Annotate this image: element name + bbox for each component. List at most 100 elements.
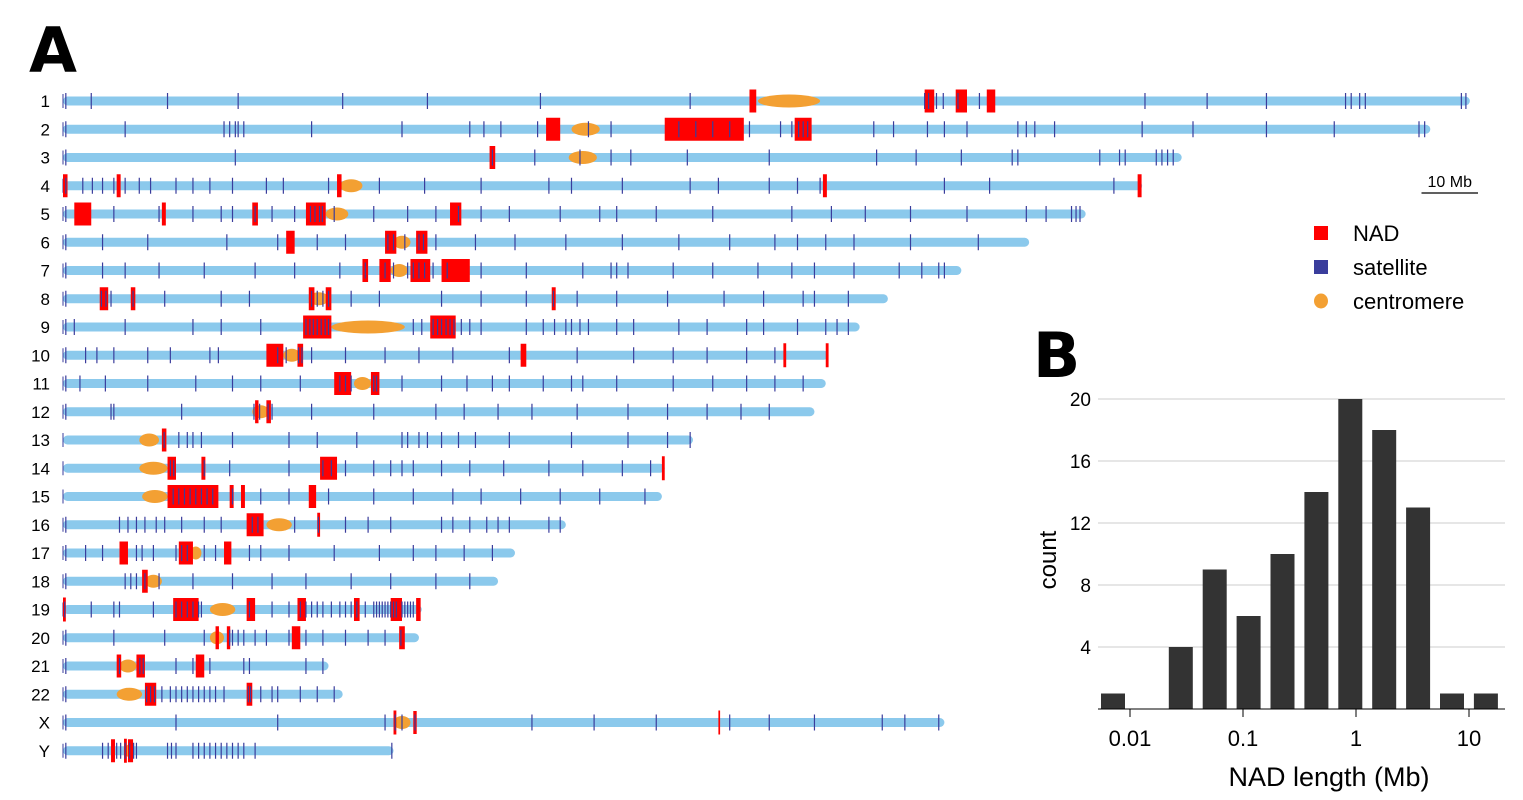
legend-label-centromere: centromere (1353, 289, 1464, 314)
nad-block (286, 230, 295, 254)
y-tick-label: 4 (1080, 638, 1091, 659)
chromosome-row-12: 12 (31, 400, 815, 424)
nad-block (246, 513, 264, 537)
chromosome-body (63, 605, 422, 614)
nad-block (441, 259, 470, 282)
chromosome-body (63, 746, 394, 756)
nad-block (783, 343, 787, 368)
centromere (568, 151, 597, 164)
chromosome-label: 10 (31, 346, 50, 365)
x-tick-label: 0.1 (1228, 726, 1259, 751)
legend-item-centromere: centromere (1314, 289, 1464, 314)
nad-block (749, 89, 757, 113)
centromere (139, 433, 160, 447)
chromosome-row-5: 5 (41, 202, 1086, 226)
histogram-bar (1304, 492, 1329, 709)
nad-block (127, 739, 134, 763)
centromere (119, 659, 137, 673)
chromosome-label: 9 (41, 318, 50, 337)
chromosome-label: 3 (41, 149, 50, 168)
nad-block (173, 598, 199, 621)
nad-block (416, 230, 428, 254)
chromosome-row-x: X (39, 710, 945, 735)
nad-block (822, 174, 827, 198)
chromosome-label: 12 (31, 403, 50, 422)
nad-block (385, 230, 397, 254)
y-axis-title: count (1035, 530, 1062, 589)
nad-block (320, 456, 338, 480)
histogram-bar (1338, 399, 1363, 709)
chromosome-row-7: 7 (41, 259, 962, 282)
y-tick-label: 8 (1080, 576, 1091, 597)
centromere (339, 179, 363, 193)
nad-block (718, 710, 721, 735)
nad-block (416, 598, 421, 621)
chromosome-body (63, 153, 1182, 162)
nad-block (167, 485, 219, 508)
legend-item-NAD: NAD (1314, 221, 1399, 246)
centromere (144, 574, 162, 588)
nad-block (226, 626, 231, 650)
chromosome-label: 13 (31, 431, 50, 450)
centromere (142, 490, 168, 503)
chromosome-label: 1 (41, 92, 50, 111)
chromosome-body (63, 379, 826, 388)
chromosome-row-18: 18 (31, 569, 499, 593)
nad-block (291, 626, 301, 650)
nad-block (240, 485, 245, 508)
nad-block (111, 739, 115, 763)
centromere (571, 122, 600, 136)
nad-block (399, 626, 405, 650)
nad-block (410, 259, 431, 282)
legend-item-satellite: satellite (1314, 255, 1428, 280)
nad-block (224, 541, 232, 565)
nad-block (955, 89, 967, 113)
chromosome-label: 7 (41, 262, 50, 281)
chromosome-body (63, 633, 419, 643)
chromosome-row-22: 22 (31, 682, 343, 706)
chromosome-body (63, 209, 1086, 219)
centromere (283, 348, 301, 362)
centromere (209, 603, 236, 616)
y-tick-label: 12 (1070, 514, 1091, 535)
chromosome-label: 15 (31, 488, 50, 507)
chromosome-row-8: 8 (41, 287, 888, 311)
legend-swatch-NAD (1314, 226, 1328, 240)
chromosome-body (63, 266, 962, 275)
nad-block (116, 174, 121, 198)
histogram-bar (1440, 693, 1464, 709)
chromosome-row-9: 9 (41, 315, 860, 339)
chromosome-label: 6 (41, 233, 50, 252)
nad-block (520, 343, 527, 367)
nad-block (195, 654, 205, 678)
nad-block (255, 400, 259, 424)
chromosome-row-1: 1 (41, 89, 1470, 113)
chromosome-row-16: 16 (31, 512, 566, 537)
chromosome-row-19: 19 (31, 597, 422, 622)
nad-block (167, 456, 176, 480)
chromosome-row-10: 10 (31, 343, 829, 368)
histogram-bar (1101, 693, 1125, 709)
nad-block (266, 343, 284, 367)
x-tick-label: 1 (1350, 726, 1362, 751)
nad-block (246, 682, 253, 706)
chromosome-label: 21 (31, 657, 50, 676)
histogram-bar (1236, 616, 1261, 709)
chromosome-label: 5 (41, 205, 50, 224)
genome-map: 12345678910111213141516171819202122XY10 … (31, 89, 1478, 763)
chromosome-label: 2 (41, 120, 50, 139)
centromere (116, 687, 143, 701)
chromosome-label: 22 (31, 685, 50, 704)
chromosome-row-21: 21 (31, 654, 329, 678)
nad-block (99, 287, 109, 311)
nad-block (246, 598, 256, 621)
nad-block (1137, 174, 1142, 198)
nad-block (297, 343, 304, 367)
legend: NAD satellite centromere (1314, 221, 1464, 314)
nad-length-histogram: 4 8 12 16 20 0.01 0.1 1 10 NAD length (Mb) count (1035, 390, 1505, 792)
chromosome-label: 18 (31, 572, 50, 591)
chromosome-label: 4 (41, 177, 50, 196)
scale-bar-label: 10 Mb (1428, 174, 1473, 191)
nad-block (119, 541, 128, 565)
